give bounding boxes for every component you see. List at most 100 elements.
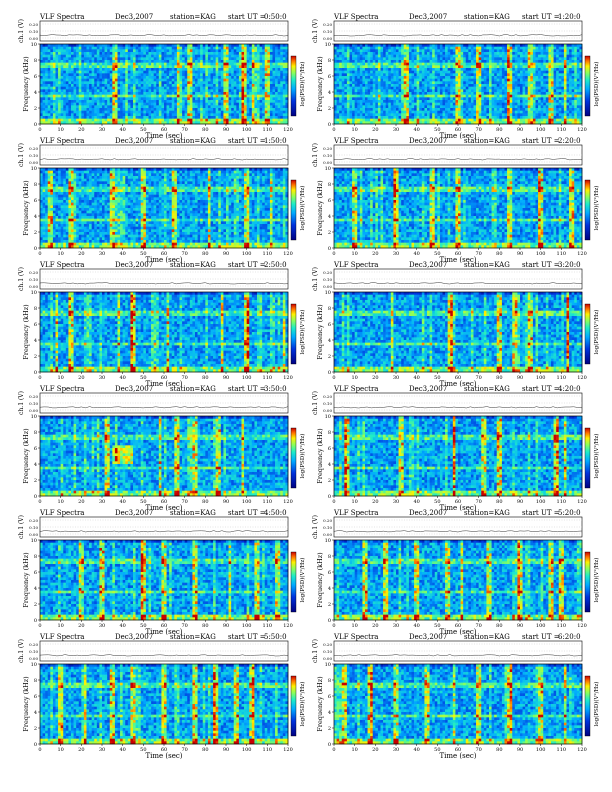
spectrogram-cell [494, 60, 498, 63]
spectrogram-cell [197, 49, 201, 53]
spectrogram-cell [200, 81, 204, 85]
spectrogram-cell [452, 57, 456, 61]
spectrogram-cell [164, 116, 167, 119]
spectrogram-cell [236, 68, 240, 71]
spectrogram-cell [447, 89, 451, 93]
spectrogram-cell [161, 76, 165, 79]
spectrogram-cell [195, 102, 198, 106]
spectrogram-cell [344, 102, 348, 106]
spectrogram-cell [89, 84, 92, 87]
spectrogram-cell [419, 116, 423, 119]
spectrogram-cell [210, 65, 214, 69]
spectrogram-cell [434, 118, 438, 122]
spectrogram-cell [408, 76, 412, 79]
spectrogram-cell [73, 62, 77, 66]
spectrogram-cell [264, 54, 268, 58]
spectrogram-cell [463, 81, 467, 85]
spectrogram-cell [223, 94, 227, 98]
spectrogram-cell [223, 105, 227, 109]
spectrogram-cell [117, 65, 121, 69]
spectrogram-cell [416, 52, 420, 55]
spectrogram-cell [104, 84, 108, 87]
spectrogram-cell [205, 102, 209, 106]
spectrogram-cell [499, 62, 503, 66]
spectrogram-cell [114, 49, 118, 53]
spectrogram-cell [377, 70, 381, 74]
spectrogram-cell [489, 62, 492, 66]
spectrogram-cell [277, 49, 281, 53]
spectrogram-cell [241, 113, 245, 117]
spectrogram-cell [372, 60, 376, 63]
spectrogram-cell [334, 100, 337, 103]
spectrogram-cell [60, 81, 64, 85]
spectrogram-cell [96, 92, 100, 95]
spectrogram-cell [437, 116, 441, 119]
spectrogram-cell [189, 84, 193, 87]
spectrogram-cell [215, 54, 219, 58]
spectrogram-cell [81, 110, 85, 114]
spectrogram-cell [432, 84, 436, 87]
spectrogram-cell [45, 110, 49, 114]
spectrogram-cell [478, 116, 482, 119]
spectrogram-cell [71, 81, 74, 85]
spectrogram-cell [421, 118, 425, 122]
spectrogram-cell [383, 92, 386, 95]
spectrogram-cell [507, 52, 510, 55]
spectrogram-cell [370, 76, 374, 79]
spectrogram-cell [200, 97, 204, 101]
spectrogram-cell [385, 94, 389, 98]
spectrogram-cell [483, 86, 487, 90]
spectrogram-cell [71, 108, 74, 111]
spectrogram-cell [158, 113, 162, 117]
waveform-axis-label: ch.1 (V) [18, 19, 25, 43]
spectrogram-cell [202, 116, 206, 119]
spectrogram-cell [218, 94, 222, 98]
spectrogram-cell [192, 68, 196, 71]
spectrogram-cell [465, 92, 469, 95]
spectrogram-cell [481, 105, 485, 109]
spectrogram-cell [187, 86, 191, 90]
spectrogram-cell [483, 92, 487, 95]
spectrogram-cell [251, 100, 255, 103]
spectrogram-cell [60, 108, 64, 111]
spectrogram-cell [507, 92, 510, 95]
spectrogram-cell [257, 121, 260, 125]
spectrogram-cell [463, 86, 467, 90]
spectrogram-cell [94, 65, 98, 69]
spectrogram-cell [233, 70, 237, 74]
spectrogram-cell [236, 102, 240, 106]
spectrogram-cell [207, 76, 211, 79]
spectrogram-cell [346, 57, 350, 61]
spectrogram-cell [483, 73, 487, 77]
spectrogram-cell [380, 46, 384, 50]
spectrogram-cell [120, 73, 123, 77]
spectrogram-cell [246, 76, 250, 79]
spectrogram-cell [205, 113, 209, 117]
spectrogram-cell [215, 76, 219, 79]
spectrogram-cell [481, 76, 485, 79]
spectrogram-cell [218, 76, 222, 79]
spectrogram-cell [50, 84, 54, 87]
spectrogram-cell [349, 113, 353, 117]
spectrogram-cell [336, 89, 340, 93]
spectrogram-cell [411, 76, 415, 79]
spectrogram-cell [445, 81, 448, 85]
spectrogram-cell [81, 102, 85, 106]
spectrogram-cell [414, 49, 417, 53]
spectrogram-cell [272, 70, 276, 74]
spectrogram-cell [269, 44, 273, 47]
spectrogram-cell [458, 100, 461, 103]
spectrogram-cell [130, 94, 134, 98]
spectrogram-cell [408, 94, 412, 98]
spectrogram-cell [439, 113, 443, 117]
spectrogram-cell [210, 46, 214, 50]
spectrogram-cell [81, 81, 85, 85]
spectrogram-cell [437, 108, 441, 111]
spectrogram-cell [427, 102, 430, 106]
spectrogram-cell [439, 62, 443, 66]
y-axis-label: Frequency (kHz) [22, 56, 30, 112]
spectrogram-cell [153, 62, 157, 66]
spectrogram-cell [171, 118, 175, 122]
spectrogram-cell [339, 44, 343, 47]
spectrogram-cell [336, 108, 340, 111]
